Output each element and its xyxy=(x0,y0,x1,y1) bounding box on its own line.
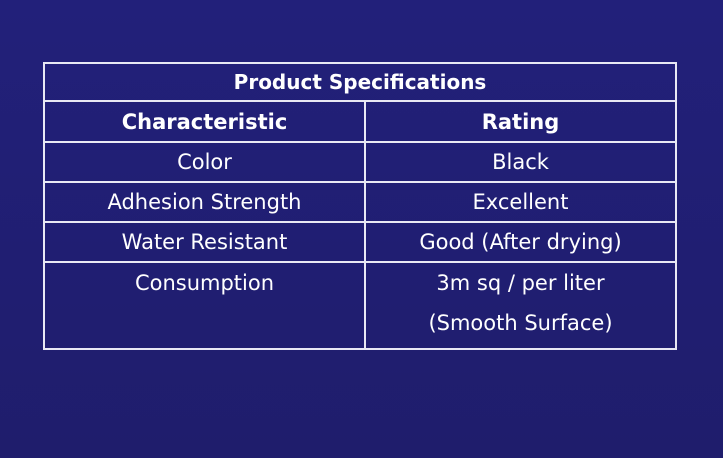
cell: Excellent xyxy=(363,181,678,223)
cell: Water Resistant xyxy=(43,221,366,263)
spec-table: Product Specifications Characteristic Ra… xyxy=(42,62,678,350)
cell-line: 3m sq / per liter xyxy=(436,271,605,295)
cell: 3m sq / per liter (Smooth Surface) xyxy=(363,261,678,350)
header-cell: Characteristic xyxy=(43,100,366,143)
row: Adhesion Strength Excellent xyxy=(43,181,678,223)
row: Consumption 3m sq / per liter (Smooth Su… xyxy=(43,261,678,350)
header-row: Characteristic Rating xyxy=(43,100,678,143)
row: Color Black xyxy=(43,141,678,183)
cell: Good (After drying) xyxy=(363,221,678,263)
cell-line: (Smooth Surface) xyxy=(428,311,613,335)
table-title: Product Specifications xyxy=(42,62,678,102)
cell: Adhesion Strength xyxy=(43,181,366,223)
row: Water Resistant Good (After drying) xyxy=(43,221,678,263)
cell: Color xyxy=(43,141,366,183)
cell: Consumption xyxy=(43,261,366,350)
header-cell: Rating xyxy=(363,100,678,143)
cell: Black xyxy=(363,141,678,183)
title-row: Product Specifications xyxy=(42,62,678,102)
